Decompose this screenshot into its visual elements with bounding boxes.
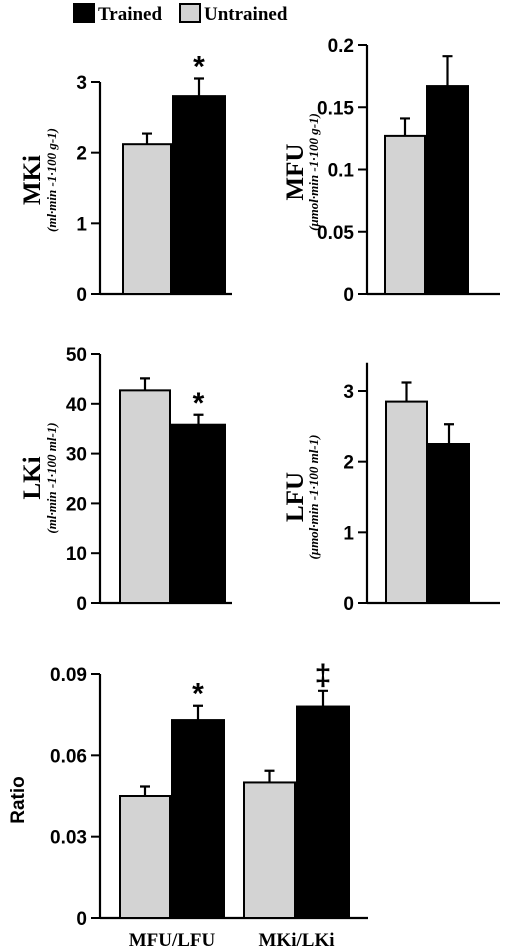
error-bar-untrained [140, 785, 150, 796]
y-tick-label: 2 [76, 144, 87, 165]
error-bar-untrained [142, 132, 152, 145]
legend: Trained Untrained [73, 3, 288, 25]
y-axis-label: MFU [282, 144, 309, 201]
error-bar-untrained [264, 769, 275, 783]
significance-marker: * [193, 50, 205, 83]
y-axis-label: Ratio [8, 776, 29, 824]
significance-marker: * [192, 678, 204, 711]
bar-untrained [385, 400, 428, 604]
y-tick-label: 50 [66, 345, 87, 366]
legend-swatch-untrained [179, 3, 201, 23]
category-label: MFU/LFU [129, 930, 216, 951]
bar-trained [428, 443, 470, 604]
y-tick-label: 0.05 [317, 223, 354, 244]
y-axis-unit: (μmol·min -1·100 g-1) [306, 113, 321, 231]
error-bar-untrained [140, 377, 150, 391]
y-tick-label: 0 [343, 594, 354, 615]
bar-trained [171, 423, 226, 604]
bar-untrained [384, 134, 426, 295]
error-bar-untrained [400, 117, 410, 136]
panel-lki: 0 10 20 30 40 50 LKi(ml·min -1·100 ml-1) * [19, 345, 232, 615]
bar-trained-1 [296, 705, 350, 919]
legend-label-trained: Trained [98, 4, 162, 25]
y-tick-label: 0.06 [50, 746, 87, 767]
legend-label-untrained: Untrained [204, 4, 288, 25]
y-tick-label: 0.03 [50, 828, 87, 849]
y-tick-label: 0.15 [317, 98, 354, 119]
y-tick-label: 0 [76, 285, 87, 306]
y-axis-unit: (μmol·min -1·100 ml-1) [306, 435, 321, 560]
panel-mfu: 0 0.05 0.1 0.15 0.2 MFU(μmol·min -1·100 g-1) [282, 36, 500, 306]
category-label: MKi/LKi [259, 930, 335, 951]
y-axis-unit: (ml·min -1·100 ml-1) [44, 422, 59, 533]
legend-swatch-trained [73, 3, 95, 23]
error-bar-untrained [401, 381, 412, 402]
error-bar-trained [442, 55, 453, 87]
bar-untrained [122, 143, 172, 295]
y-axis-label: LKi [19, 456, 46, 499]
y-tick-label: 0 [76, 909, 87, 930]
bar-untrained-1 [243, 781, 296, 920]
y-axis-unit: (ml·min -1·100 g-1) [44, 128, 59, 232]
bar-trained [426, 85, 469, 295]
y-tick-label: 1 [76, 214, 87, 235]
y-tick-label: 3 [76, 73, 87, 94]
significance-marker: ‡ [315, 659, 332, 692]
y-tick-label: 0.09 [50, 665, 87, 686]
panel-lfu: 0 1 2 3 LFU(μmol·min -1·100 ml-1) [282, 362, 500, 615]
bar-trained-0 [171, 719, 225, 919]
error-bar-trained [193, 704, 203, 721]
y-tick-label: 30 [66, 445, 87, 466]
error-bar-trained [194, 77, 204, 97]
y-tick-label: 0 [76, 594, 87, 615]
y-axis-label: MKi [19, 155, 46, 205]
y-tick-label: 20 [66, 494, 87, 515]
panel-mki: 0 1 2 3 MKi(ml·min -1·100 g-1) * [19, 50, 232, 306]
error-bar-trained [444, 423, 454, 444]
bar-untrained-0 [119, 795, 171, 919]
y-tick-label: 10 [66, 544, 87, 565]
y-tick-label: 0.2 [328, 36, 354, 57]
error-bar-trained [318, 689, 328, 707]
y-tick-label: 1 [343, 523, 354, 544]
y-tick-label: 2 [343, 453, 354, 474]
y-tick-label: 0 [343, 285, 354, 306]
y-axis-label: LFU [282, 472, 309, 522]
bar-trained [172, 95, 226, 295]
y-tick-label: 0.1 [328, 161, 355, 182]
bar-untrained [119, 389, 171, 604]
significance-marker: * [193, 387, 205, 420]
panel-ratio: 0 0.03 0.06 0.09 Ratio * ‡ MFU/LFU MKi/LKi [8, 659, 368, 951]
y-tick-label: 3 [343, 382, 354, 403]
error-bar-trained [193, 413, 204, 425]
y-tick-label: 40 [66, 395, 87, 416]
